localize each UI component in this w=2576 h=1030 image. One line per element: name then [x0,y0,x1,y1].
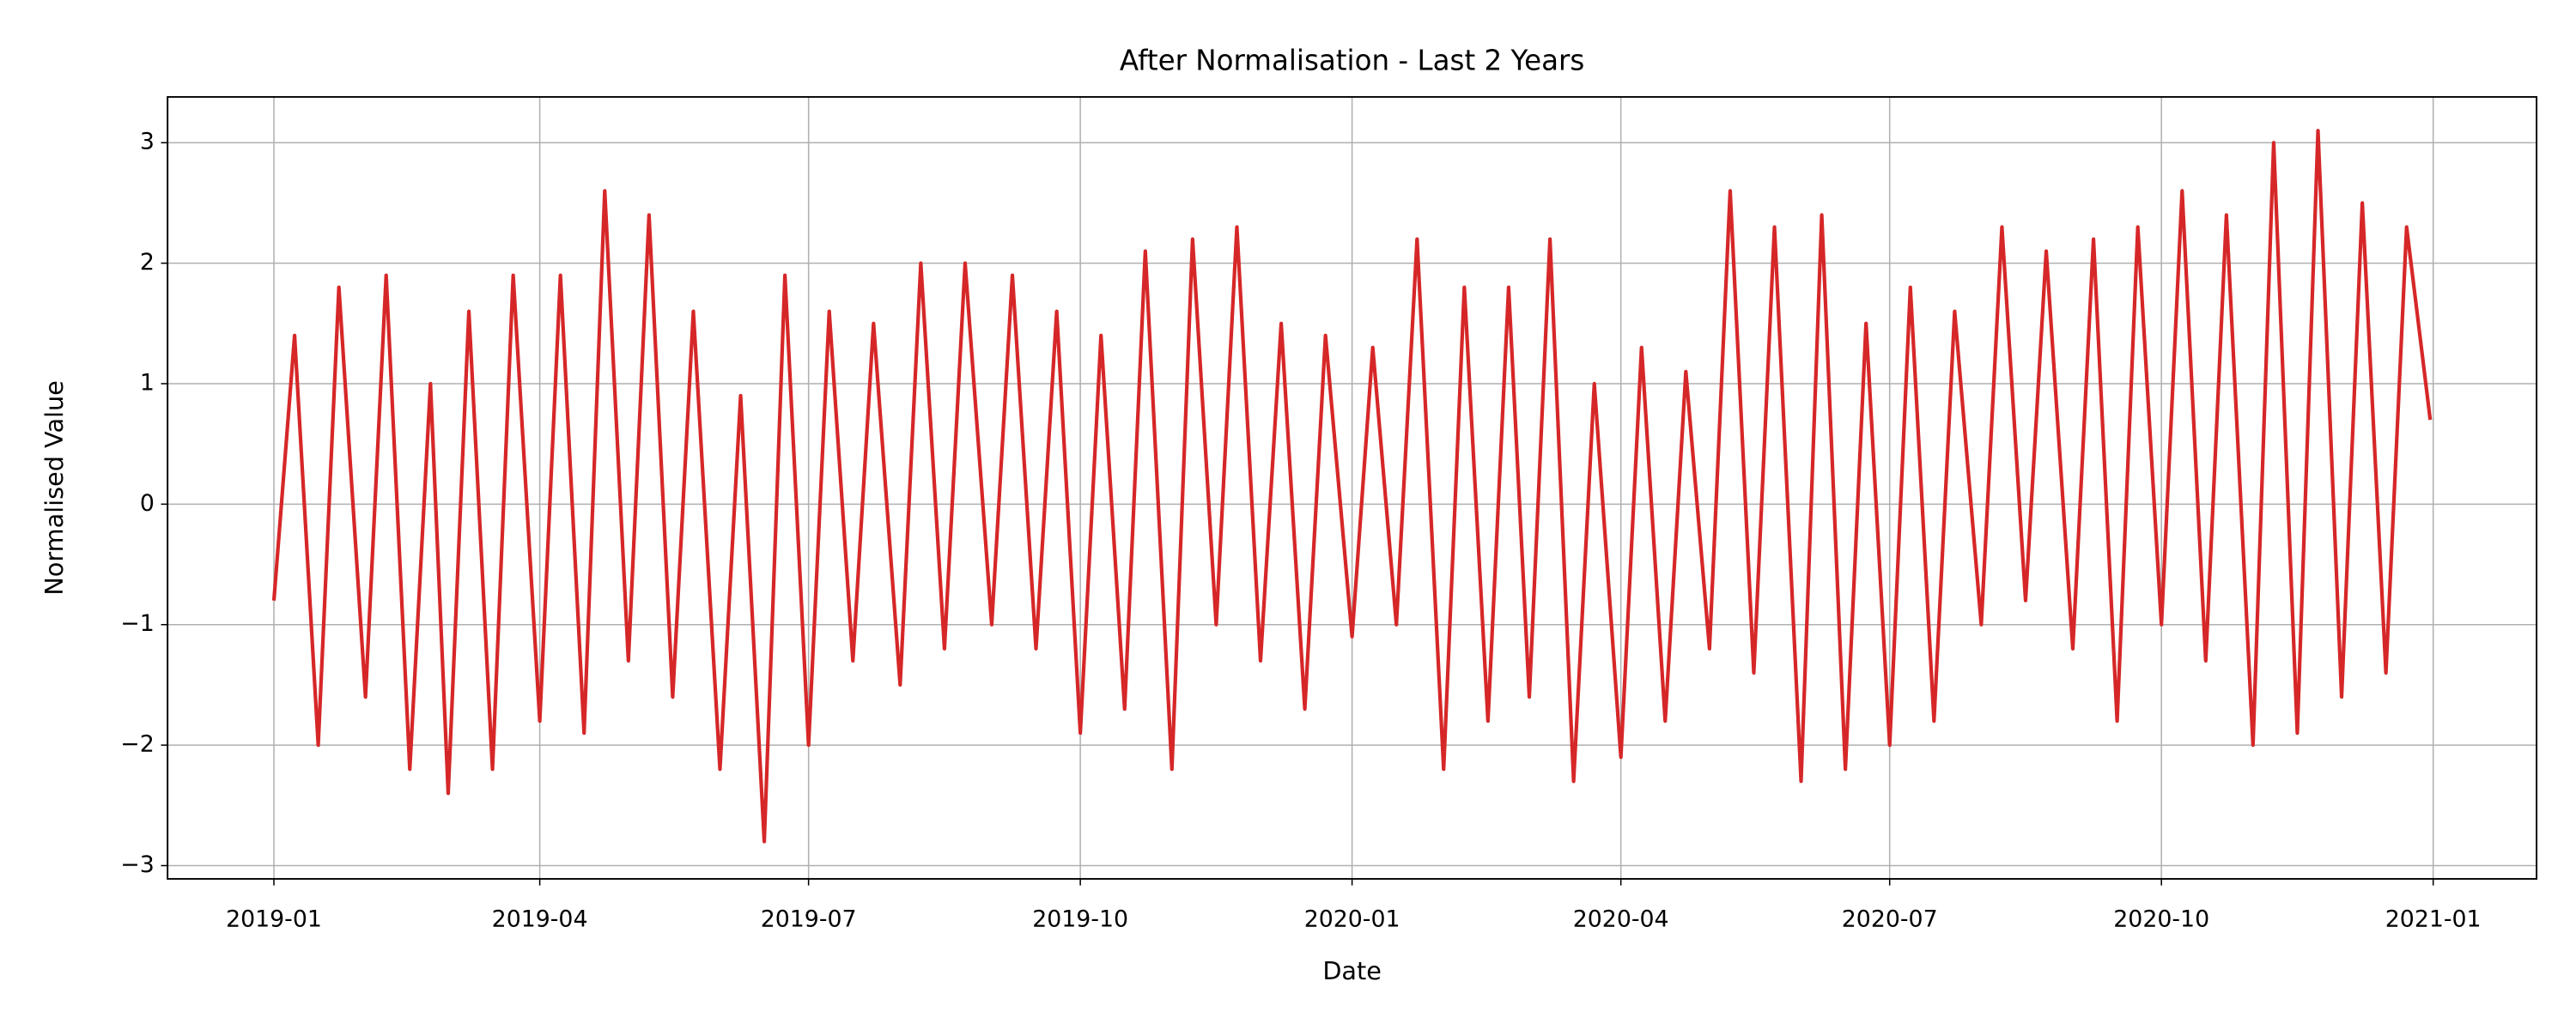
x-tick-label: 2019-01 [226,906,322,932]
y-tick-label: −2 [120,731,154,758]
x-tick-label: 2020-07 [1842,906,1938,932]
x-tick-label: 2019-07 [761,906,857,932]
y-tick-label: −3 [120,851,154,878]
x-tick-label: 2020-01 [1304,906,1400,932]
x-axis-label: Date [1322,956,1382,985]
data-line [271,129,2433,844]
x-tick-label: 2020-04 [1573,906,1669,932]
x-tick-label: 2020-10 [2113,906,2209,932]
y-tick-label: 2 [140,249,155,276]
x-tick-label: 2019-04 [492,906,588,932]
y-tick-label: 1 [140,369,155,396]
x-tick-label: 2019-10 [1032,906,1128,932]
chart-title: After Normalisation - Last 2 Years [1120,45,1584,77]
x-tick-label: 2021-01 [2385,906,2482,932]
plot-frame [167,95,2538,880]
y-tick-label: −1 [120,610,154,637]
y-tick-label: 3 [140,129,155,155]
y-tick-label: 0 [140,490,155,517]
y-axis-label: Normalised Value [39,380,69,596]
